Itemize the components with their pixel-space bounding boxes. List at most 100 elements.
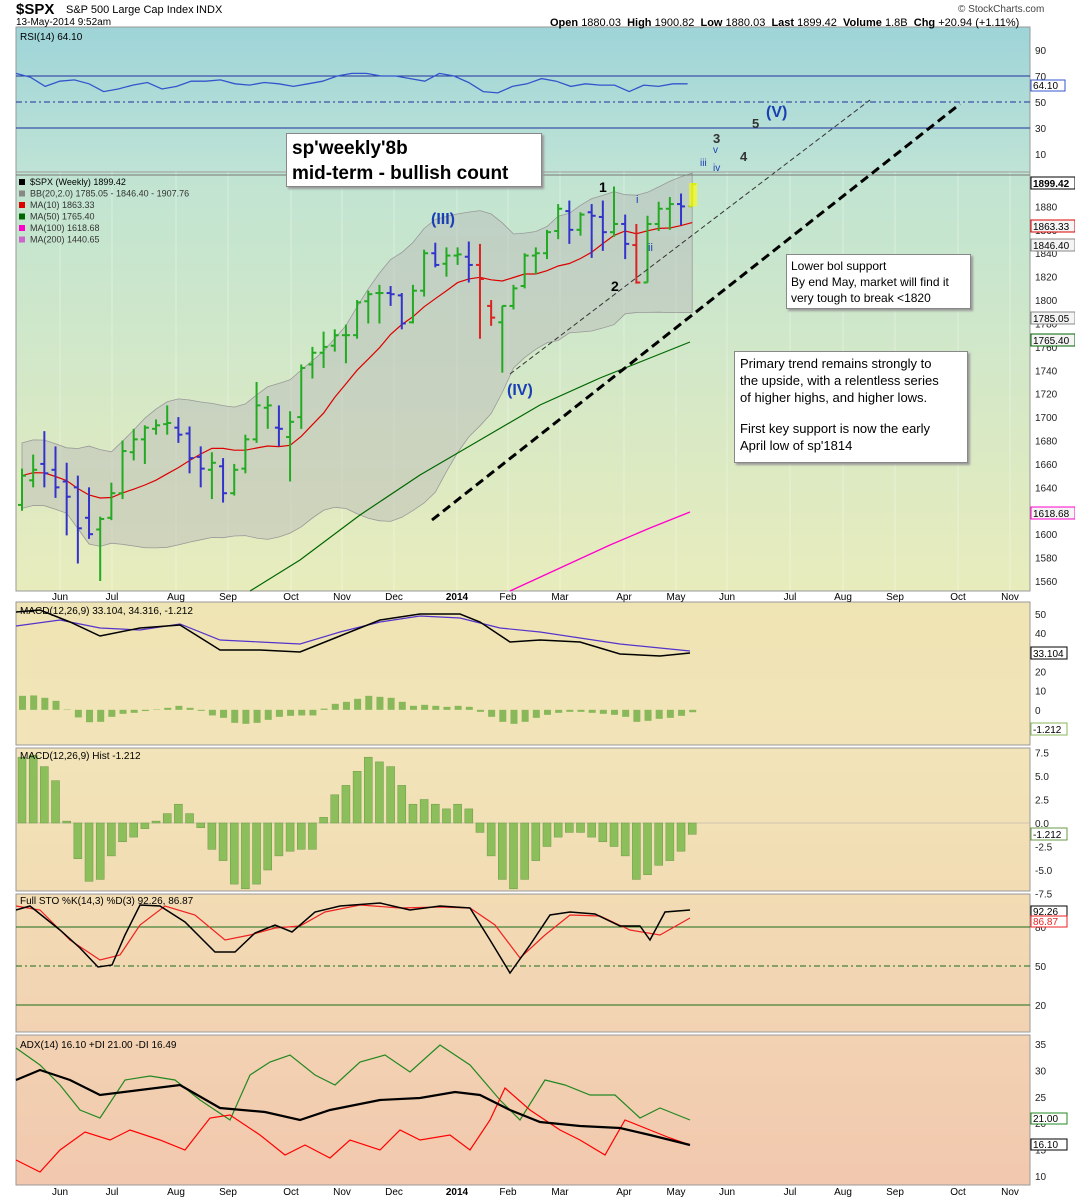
price-bar <box>598 200 607 251</box>
price-x-label: Feb <box>499 592 517 603</box>
price-legend-item: MA(100) 1618.68 <box>30 223 100 233</box>
adx-tick-label: 30 <box>1035 1066 1047 1077</box>
hist-bar <box>520 822 529 880</box>
price-tick-label: 1740 <box>1035 366 1058 377</box>
macd-mini-hist-bar <box>30 695 38 710</box>
wave-label-i: i <box>636 194 639 206</box>
hist-bar <box>643 822 652 875</box>
adx-x-label: Aug <box>834 1187 852 1198</box>
price-bar <box>341 324 350 364</box>
hist-bar <box>297 822 306 850</box>
price-bar <box>286 411 295 482</box>
wave-label-iv: iv <box>713 163 721 174</box>
low-value: 1880.03 <box>725 17 766 29</box>
hist-bar <box>498 822 507 880</box>
hist-bar <box>330 794 340 824</box>
hist-bar <box>687 822 697 835</box>
hist-bar <box>475 822 485 833</box>
trend-line: of higher highs, and higher lows. <box>740 390 928 405</box>
price-x-label: Apr <box>616 592 632 603</box>
lower-bol-line: By end May, market will find it <box>791 275 949 289</box>
adx-x-label: Oct <box>950 1187 966 1198</box>
ma10-line <box>21 222 693 499</box>
hist-bar <box>364 756 373 824</box>
macd-mini-hist-bar <box>141 709 149 712</box>
open-value: 1880.03 <box>581 17 621 29</box>
lower-bol-note: Lower bol support By end May, market wil… <box>786 254 971 309</box>
trend-line: April low of sp'1814 <box>740 438 853 453</box>
wave-label-III: (III) <box>431 211 455 228</box>
hist-bar <box>419 799 429 824</box>
macd-mini-hist-bar <box>52 700 60 710</box>
price-bar <box>85 487 94 539</box>
hist-bar <box>151 820 161 824</box>
sto-tick-label: 50 <box>1035 962 1047 973</box>
chart-name: S&P 500 Large Cap Index <box>66 4 194 16</box>
price-legend-swatch <box>19 225 25 231</box>
price-bar <box>241 434 250 474</box>
price-bar <box>531 247 540 275</box>
lower-bol-line: very tough to break <1820 <box>791 291 931 305</box>
rsi-line <box>15 72 688 94</box>
price-bar <box>509 284 518 310</box>
hist-bar <box>207 822 217 850</box>
adx-tick-label: 10 <box>1035 1172 1047 1183</box>
price-bar <box>185 426 194 474</box>
price-tick-label: 1880 <box>1035 202 1058 213</box>
trend-line: the upside, with a relentless series <box>740 373 939 388</box>
hist-bar <box>252 822 261 885</box>
price-bar <box>565 200 574 244</box>
adx-x-label: Feb <box>499 1187 517 1198</box>
macd-tick-label: 50 <box>1035 610 1047 621</box>
macd-mini-hist-bar <box>309 709 317 716</box>
price-bar <box>408 284 417 324</box>
quote-summary: Open 1880.03 High 1900.82 Low 1880.03 La… <box>550 17 1019 29</box>
macd-mini-hist-bar <box>443 706 451 710</box>
price-bar <box>51 446 60 498</box>
price-bar <box>520 253 529 289</box>
hist-bar <box>397 785 407 824</box>
hist-bar <box>609 822 619 847</box>
hist-bar <box>118 822 127 843</box>
hist-bar <box>632 822 641 880</box>
macd-mini-hist-bar <box>320 708 328 710</box>
plus-di-value-label: 21.00 <box>1033 1114 1058 1125</box>
macd-mini-hist-bar <box>354 698 362 710</box>
macd-mini-hist-bar <box>186 707 194 710</box>
price-bar <box>40 431 49 488</box>
price-bar <box>252 382 261 443</box>
macd-mini-hist-bar <box>130 709 138 713</box>
last-value: 1899.42 <box>797 17 837 29</box>
hist-bar <box>140 822 150 829</box>
price-legend-item: BB(20,2.0) 1785.05 - 1846.40 - 1907.76 <box>30 189 189 199</box>
price-value-label: 1899.42 <box>1033 179 1070 190</box>
price-legend-item: MA(10) 1863.33 <box>30 200 95 210</box>
price-tick-label: 1560 <box>1035 577 1058 588</box>
price-bar <box>554 204 563 240</box>
price-tick-label: 1760 <box>1035 343 1058 354</box>
price-bar <box>174 417 183 443</box>
macd-value-badge <box>1030 646 1068 660</box>
macd-panel <box>15 601 1031 746</box>
macd-mini-hist-bar <box>476 709 484 712</box>
hist-bar <box>308 822 317 850</box>
price-bar <box>587 204 596 258</box>
price-bar <box>364 290 373 324</box>
macd-mini-hist-bar <box>543 709 551 715</box>
wave-label-4: 4 <box>740 149 748 164</box>
price-tick-label: 1580 <box>1035 554 1058 565</box>
macd-mini-hist-bar <box>331 703 339 710</box>
price-value-label: 1785.05 <box>1033 314 1070 325</box>
macd-mini-hist-bar <box>342 701 350 710</box>
sto-d-badge <box>1030 915 1068 928</box>
price-bar <box>330 329 339 352</box>
rsi-value-badge <box>1030 79 1066 92</box>
sto-d-value-label: 86.87 <box>1033 917 1058 928</box>
macd-mini-hist-bar <box>175 705 183 710</box>
price-x-label: 2014 <box>446 592 469 603</box>
macd-mini-hist-bar <box>488 709 496 717</box>
hist-bar <box>620 822 630 857</box>
hist-bar <box>196 822 205 828</box>
macd-mini-hist-bar <box>231 709 239 723</box>
price-bar <box>196 446 205 488</box>
